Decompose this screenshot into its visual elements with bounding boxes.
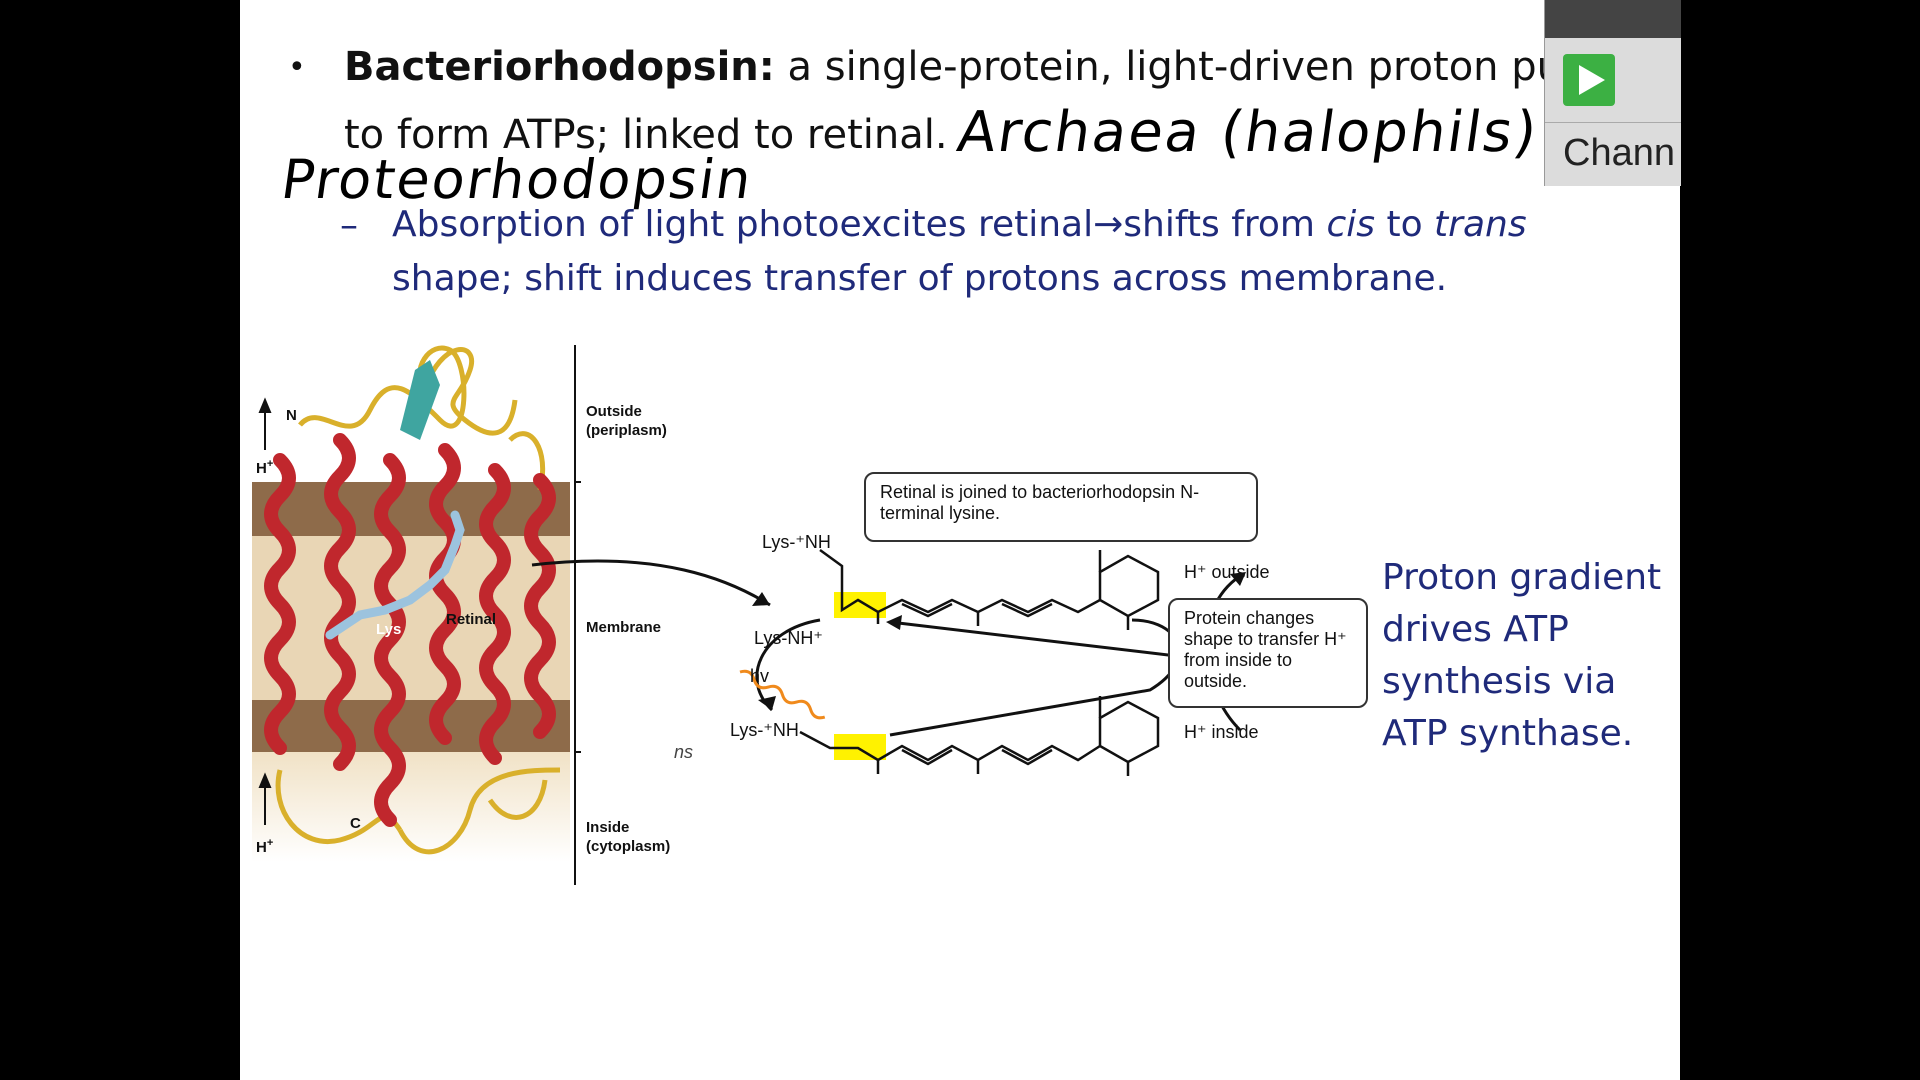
bacteriorhodopsin-figure	[252, 345, 771, 885]
h-bottom-label: H+	[256, 837, 274, 856]
callout-retinal-lysine: Retinal is joined to bacteriorhodopsin N…	[864, 472, 1258, 542]
overlay-top-bar	[1545, 0, 1681, 38]
c-terminus-label: C	[350, 815, 361, 832]
outside-periplasm-label: Outside (periplasm)	[586, 403, 667, 439]
hv-label: hv	[750, 666, 770, 686]
sub-text-3: to	[1375, 204, 1435, 245]
slide: • Bacteriorhodopsin: a single-protein, l…	[240, 0, 1680, 1080]
handwritten-note-proteorhodopsin: Proteorhodopsin	[277, 148, 758, 211]
compartment-bracket	[574, 345, 581, 885]
ns-fragment-label: ns	[674, 742, 694, 762]
callout-protein-shape: Protein changes shape to transfer H⁺ fro…	[1168, 598, 1368, 708]
inside-cytoplasm-label: Inside (cytoplasm)	[586, 819, 671, 855]
proton-arrows	[258, 397, 272, 825]
sub-text-2: shifts from	[1123, 204, 1327, 245]
bullet-line-1: Bacteriorhodopsin: a single-protein, lig…	[344, 44, 1626, 90]
retinal-chain-bottom	[799, 696, 1160, 776]
h-top-label: H+	[256, 458, 274, 477]
n-terminus-label: N	[286, 407, 297, 424]
h-inside-label: H⁺ inside	[1184, 722, 1259, 742]
membrane-outer-band	[252, 482, 570, 536]
proton-gradient-note: Proton gradient drives ATP synthesis via…	[1382, 557, 1662, 754]
zoom-arrow	[531, 559, 771, 607]
h-outside-label: H⁺ outside	[1184, 562, 1270, 582]
beta-hairpin	[400, 360, 440, 440]
zoom-arrowhead	[752, 592, 770, 606]
photon-wave	[739, 669, 826, 720]
sub-bullet-dash: –	[340, 205, 358, 246]
player-overlay: Chann	[1544, 0, 1681, 186]
play-icon[interactable]	[1563, 54, 1615, 106]
retinal-label: Retinal	[446, 611, 497, 628]
cycle-arrowhead-left	[758, 696, 776, 710]
membrane-label: Membrane	[586, 619, 662, 636]
lys-nh-bottom-label: Lys-⁺NH	[730, 720, 799, 740]
cis-word: cis	[1326, 204, 1376, 245]
lys-nh-mid-label: Lys-NH⁺	[754, 628, 823, 648]
alpha-helices	[264, 433, 556, 827]
handwritten-note-archaea: Archaea (halophils)	[953, 100, 1543, 165]
bullet-term: Bacteriorhodopsin:	[344, 44, 775, 90]
retinal-chain-top	[819, 548, 1160, 630]
membrane-inner-band	[252, 700, 570, 752]
h-top-text: H	[256, 460, 267, 477]
return-arrowhead	[886, 615, 902, 630]
sub-bullet-line-2: shape; shift induces transfer of protons…	[392, 258, 1448, 299]
arrow-glyph: →	[1093, 204, 1124, 245]
membrane-core	[252, 536, 570, 700]
return-arrow	[889, 620, 1211, 662]
lys-label: Lys	[376, 621, 402, 638]
lys-nh-top-label: Lys-⁺NH	[762, 532, 831, 552]
channel-label[interactable]: Chann	[1563, 132, 1675, 174]
cycle-arrow-right	[889, 618, 1181, 737]
bullet-text-1: a single-protein, light-driven proton pu…	[774, 44, 1627, 90]
bullet-line-2: to form ATPs; linked to retinal.	[344, 112, 948, 158]
sub-text-1: Absorption of light photoexcites retinal	[392, 204, 1094, 245]
proton-transfer-arrowhead	[1230, 572, 1246, 586]
bullet-point: •	[288, 50, 306, 85]
trans-word: trans	[1434, 204, 1527, 245]
overlay-divider	[1545, 122, 1681, 123]
retinal-molecule	[325, 510, 465, 640]
h-bottom-text: H	[256, 839, 267, 856]
sub-bullet-line-1: Absorption of light photoexcites retinal…	[392, 204, 1527, 245]
